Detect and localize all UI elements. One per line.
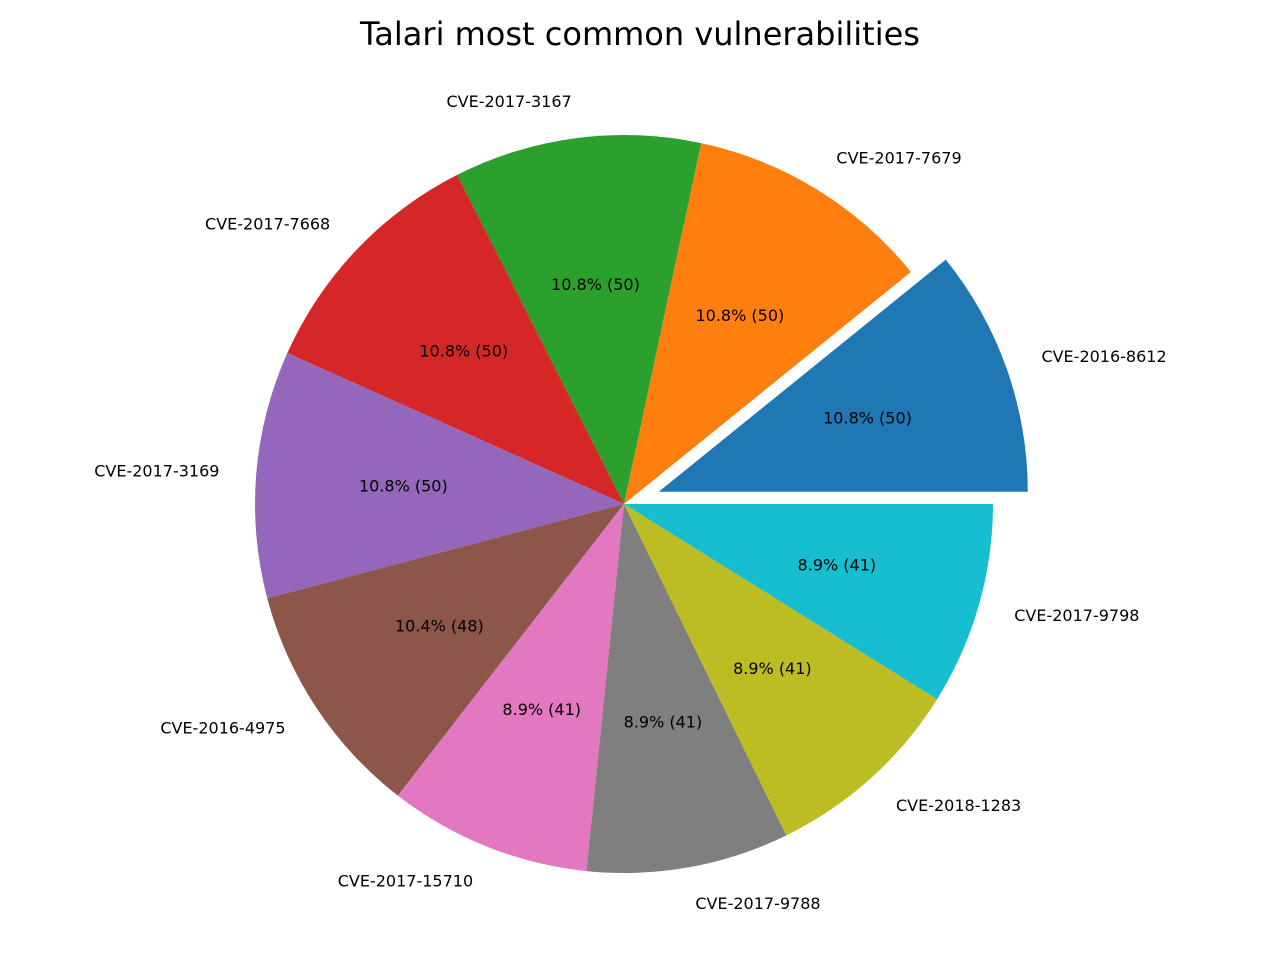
slice-percent-label: 10.4% (48) bbox=[395, 617, 484, 636]
slice-percent-label: 10.8% (50) bbox=[823, 408, 912, 427]
slice-category-label: CVE-2016-8612 bbox=[1041, 347, 1166, 366]
slice-percent-label: 10.8% (50) bbox=[359, 476, 448, 495]
slice-category-label: CVE-2017-3167 bbox=[446, 92, 571, 111]
chart-title: Talari most common vulnerabilities bbox=[359, 15, 920, 53]
slice-category-label: CVE-2017-15710 bbox=[338, 871, 473, 890]
pie-slice-cve-2017-7668 bbox=[287, 174, 624, 504]
slice-percent-label: 8.9% (41) bbox=[502, 700, 581, 719]
pie-slice-cve-2017-7679 bbox=[624, 143, 911, 504]
slice-category-label: CVE-2017-7679 bbox=[836, 149, 961, 168]
slice-category-label: CVE-2017-9788 bbox=[695, 894, 820, 913]
slice-percent-label: 8.9% (41) bbox=[733, 659, 812, 678]
pie-slice-cve-2017-3169 bbox=[255, 352, 625, 599]
slice-category-label: CVE-2017-3169 bbox=[94, 461, 219, 480]
pie-slice-cve-2016-4975 bbox=[267, 504, 624, 796]
slice-percent-label: 8.9% (41) bbox=[624, 712, 703, 731]
slice-category-label: CVE-2016-4975 bbox=[160, 719, 285, 738]
slice-category-label: CVE-2017-7668 bbox=[205, 214, 330, 233]
slice-labels: 10.8% (50) CVE-2016-8612 10.8% (50) CVE-201… bbox=[94, 92, 1166, 913]
pie-slice-cve-2017-9798 bbox=[624, 504, 993, 700]
slice-percent-label: 10.8% (50) bbox=[419, 342, 508, 361]
pie-slice-cve-2017-15710 bbox=[397, 504, 624, 872]
slice-percent-label: 10.8% (50) bbox=[551, 275, 640, 294]
pie-slices bbox=[255, 134, 1028, 873]
slice-category-label: CVE-2017-9798 bbox=[1014, 606, 1139, 625]
pie-slice-cve-2016-8612 bbox=[658, 259, 1028, 492]
pie-slice-cve-2017-9788 bbox=[586, 504, 787, 873]
slice-percent-label: 8.9% (41) bbox=[798, 555, 877, 574]
slice-percent-label: 10.8% (50) bbox=[695, 306, 784, 325]
slice-category-label: CVE-2018-1283 bbox=[896, 796, 1021, 815]
pie-slice-cve-2018-1283 bbox=[624, 504, 938, 836]
pie-slice-cve-2017-3167 bbox=[457, 134, 702, 504]
